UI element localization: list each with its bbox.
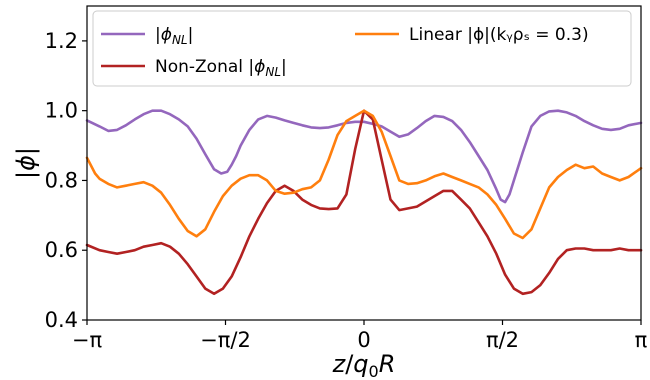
y-tick-label-0: 0.4 [45,308,78,332]
svg-text:|ϕ|: |ϕ| [12,147,40,179]
x-tick-label-3: π/2 [486,328,519,352]
series-line-0 [85,109,643,204]
x-tick-label-4: π [635,328,648,352]
svg-text:z/q0R: z/q0R [332,350,396,380]
legend-label-0: |ϕNL| [155,25,193,47]
plot-frame [86,5,642,321]
legend-box [92,10,632,87]
series-layer [85,109,643,296]
y-tick-label-4: 1.2 [45,29,78,53]
x-tick-label-1: −π/2 [200,328,251,352]
legend: |ϕNL| Non-Zonal |ϕNL| Linear |ϕ|(kᵧρₛ = 0.… [92,10,632,87]
x-tick-label-2: 0 [357,328,370,352]
ticks-layer: −π −π/2 0 π/2 π 0.4 0.6 0.8 1.0 1.2 [45,29,648,352]
y-tick-label-1: 0.6 [45,238,78,262]
legend-label-2: Linear |ϕ|(kᵧρₛ = 0.3) [409,25,589,45]
y-tick-label-3: 1.0 [45,99,78,123]
legend-label-1: Non-Zonal |ϕNL| [155,57,287,79]
y-axis-label: |ϕ| [12,147,40,179]
y-tick-label-2: 0.8 [45,168,78,192]
series-line-2 [85,109,643,240]
x-axis-label: z/q0R [332,350,396,380]
x-tick-label-0: −π [72,328,103,352]
